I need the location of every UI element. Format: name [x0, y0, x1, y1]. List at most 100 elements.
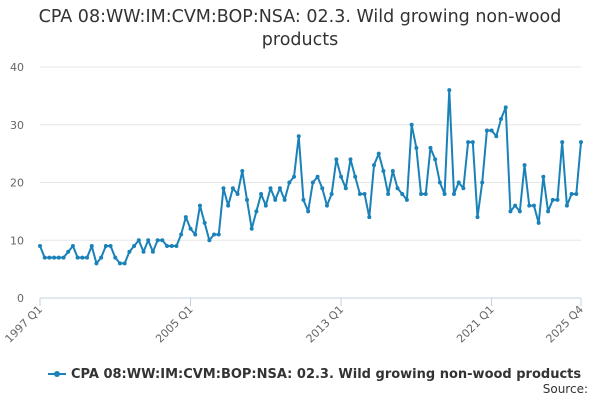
data-point [306, 209, 311, 214]
data-point [136, 238, 141, 243]
data-point [230, 186, 235, 191]
data-point [197, 203, 202, 208]
x-tick-label: 2025 Q4 [544, 303, 587, 346]
x-tick-label: 2013 Q1 [304, 303, 347, 346]
y-tick-label: 20 [10, 177, 24, 190]
data-point [466, 140, 471, 145]
data-point [522, 163, 527, 168]
data-point [395, 186, 400, 191]
data-point [414, 145, 419, 150]
data-point [353, 174, 358, 179]
x-tick-label: 2021 Q1 [454, 303, 497, 346]
data-point [527, 203, 532, 208]
data-point [334, 157, 339, 162]
y-tick-label: 30 [10, 119, 24, 132]
y-tick-label: 0 [17, 292, 24, 305]
data-point [400, 192, 405, 197]
data-point [99, 255, 104, 260]
data-point [244, 197, 249, 202]
data-point [381, 168, 386, 173]
data-point [564, 203, 569, 208]
data-point [47, 255, 52, 260]
data-point [419, 192, 424, 197]
legend-line-icon [48, 371, 66, 377]
data-point [357, 192, 362, 197]
data-point [61, 255, 66, 260]
data-point [240, 168, 245, 173]
data-point [235, 192, 240, 197]
data-point [70, 244, 75, 249]
data-point [447, 88, 452, 93]
data-point [75, 255, 80, 260]
data-point [367, 215, 372, 220]
data-point [433, 157, 438, 162]
data-point [259, 192, 264, 197]
data-point [555, 197, 560, 202]
data-point [52, 255, 57, 260]
data-point [550, 197, 555, 202]
data-point [310, 180, 315, 185]
series-path [39, 89, 582, 265]
data-point [221, 186, 226, 191]
data-point [122, 261, 127, 266]
data-point [202, 220, 207, 225]
grid-lines [40, 66, 581, 241]
data-point [372, 163, 377, 168]
data-point [249, 226, 254, 231]
data-point [89, 244, 94, 249]
data-point [517, 209, 522, 214]
data-point [456, 180, 461, 185]
data-point [108, 244, 113, 249]
data-point [339, 174, 344, 179]
data-point [451, 192, 456, 197]
data-point [574, 192, 579, 197]
data-point [282, 197, 287, 202]
data-point [94, 261, 99, 266]
data-point [188, 226, 193, 231]
x-tick-label: 1997 Q1 [3, 303, 46, 346]
data-point [569, 192, 574, 197]
data-point [146, 238, 151, 243]
data-points [38, 88, 583, 266]
data-point [169, 244, 174, 249]
data-point [132, 244, 137, 249]
data-point [155, 238, 160, 243]
x-tick-label: 2005 Q1 [153, 303, 196, 346]
data-point [531, 203, 536, 208]
data-point [541, 174, 546, 179]
data-point [536, 220, 541, 225]
legend-item[interactable]: CPA 08:WW:IM:CVM:BOP:NSA: 02.3. Wild gro… [48, 366, 581, 382]
data-point [409, 122, 414, 127]
data-point [480, 180, 485, 185]
data-point [273, 197, 278, 202]
data-point [343, 186, 348, 191]
data-point [301, 197, 306, 202]
data-point [80, 255, 85, 260]
data-point [165, 244, 170, 249]
data-point [404, 197, 409, 202]
data-point [499, 116, 504, 121]
source-label: Source: [542, 382, 588, 396]
data-point [127, 249, 132, 254]
data-point [320, 186, 325, 191]
data-point [546, 209, 551, 214]
y-tick-label: 40 [10, 61, 24, 74]
data-point [508, 209, 513, 214]
data-point [484, 128, 489, 133]
data-point [141, 249, 146, 254]
data-point [287, 180, 292, 185]
data-point [348, 157, 353, 162]
data-point [56, 255, 61, 260]
data-point [113, 255, 118, 260]
data-point [489, 128, 494, 133]
data-point [150, 249, 155, 254]
data-point [296, 134, 301, 139]
data-point [212, 232, 217, 237]
data-point [324, 203, 329, 208]
axes: 0 10 20 30 40 1997 Q1 2005 Q1 2013 Q1 2021 Q1 202… [3, 61, 587, 345]
series-line [39, 89, 582, 265]
chart-title: CPA 08:WW:IM:CVM:BOP:NSA: 02.3. Wild gro… [38, 7, 562, 50]
data-point [428, 145, 433, 150]
y-tick-label: 10 [10, 234, 24, 247]
